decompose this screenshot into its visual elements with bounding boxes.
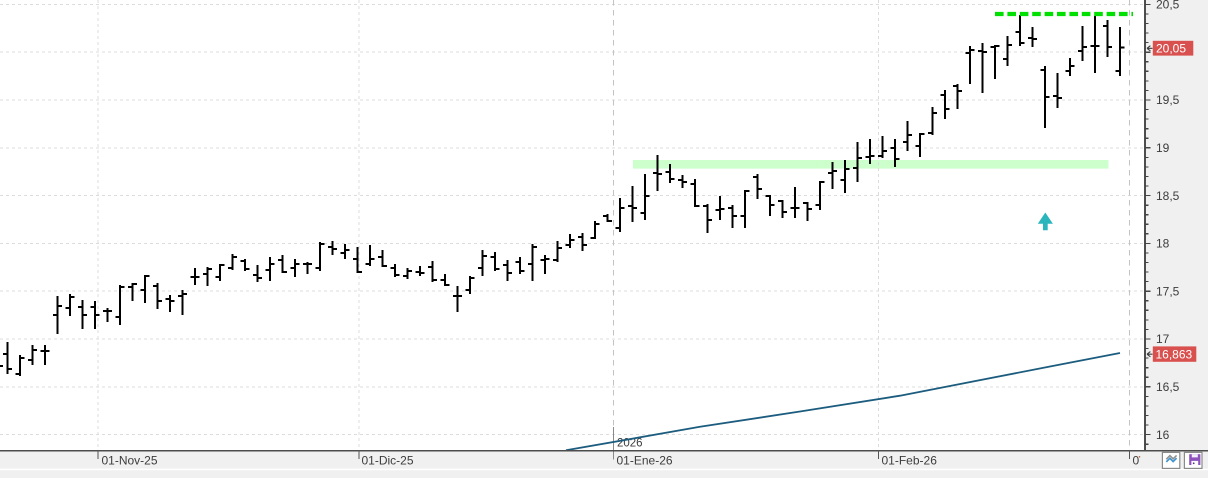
svg-text:19: 19: [1156, 141, 1170, 155]
svg-text:01-Dic-25: 01-Dic-25: [362, 453, 414, 467]
svg-text:18: 18: [1156, 237, 1170, 251]
svg-text:16,5: 16,5: [1156, 380, 1180, 394]
svg-text:01-Nov-25: 01-Nov-25: [102, 453, 158, 467]
svg-text:0: 0: [1133, 453, 1140, 467]
svg-text:20,5: 20,5: [1156, 0, 1180, 12]
svg-text:18,5: 18,5: [1156, 189, 1180, 203]
svg-text:01-Ene-26: 01-Ene-26: [617, 453, 673, 467]
svg-text:20,05: 20,05: [1156, 41, 1186, 55]
svg-text:01-Feb-26: 01-Feb-26: [882, 453, 938, 467]
svg-text:16: 16: [1156, 428, 1170, 442]
svg-text:17: 17: [1156, 332, 1170, 346]
svg-text:19,5: 19,5: [1156, 93, 1180, 107]
svg-text:17,5: 17,5: [1156, 284, 1180, 298]
svg-text:16,863: 16,863: [1156, 348, 1193, 362]
